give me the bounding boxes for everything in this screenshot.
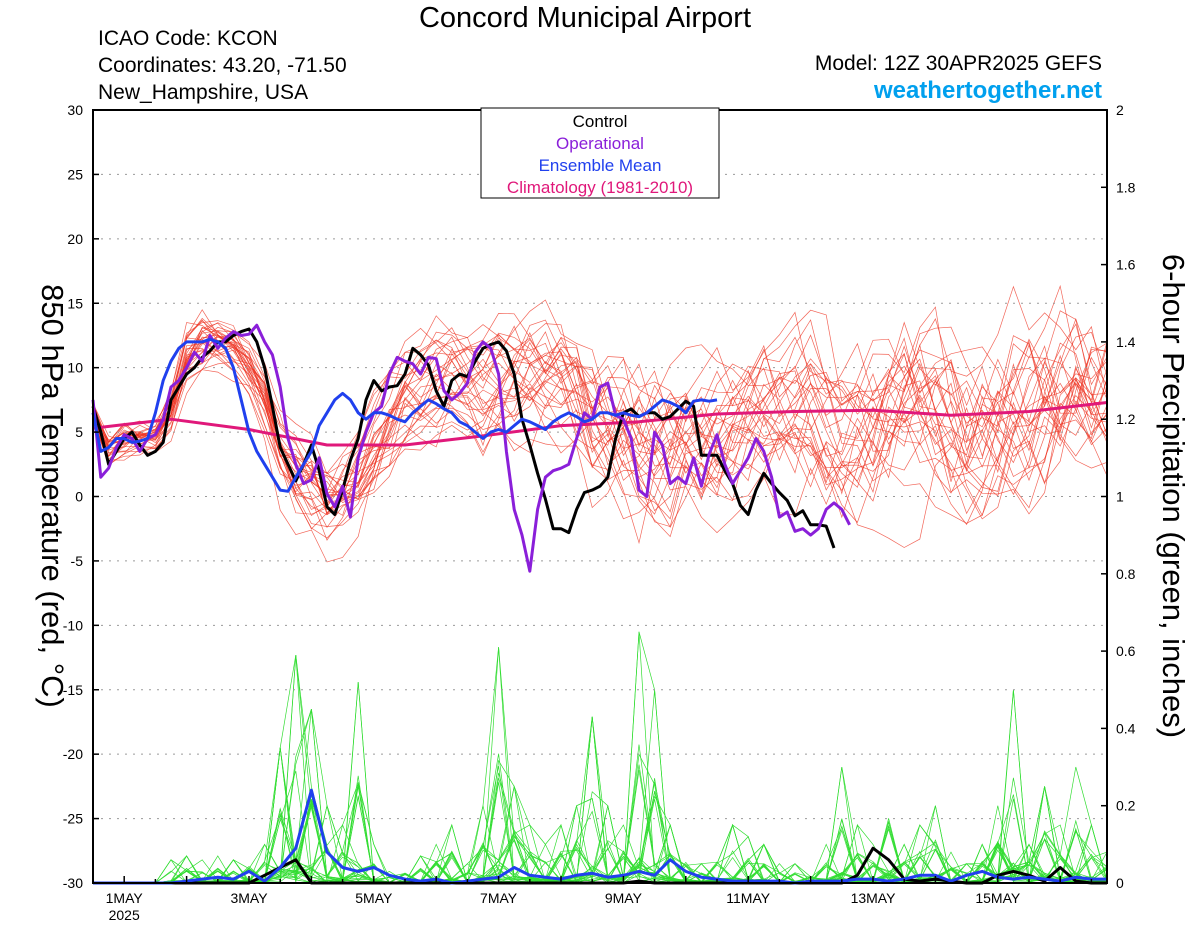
precipitation-member-line: [93, 654, 1108, 884]
legend-entry: Operational: [556, 134, 644, 153]
x-tick-label: 7MAY: [480, 890, 518, 906]
y-left-tick-label: 30: [67, 102, 83, 118]
y-right-tick-label: 1.2: [1116, 411, 1136, 427]
axes: -30-25-20-15-10-505101520253000.20.40.60…: [63, 102, 1136, 923]
y-right-tick-label: 0: [1116, 875, 1124, 891]
precipitation-member-line: [93, 747, 1107, 884]
temperature-member-line: [92, 320, 1108, 534]
legend-entry: Ensemble Mean: [539, 156, 662, 175]
temperature-member-line: [92, 284, 1108, 548]
precipitation-member-line: [93, 689, 1108, 884]
x-tick-label: 15MAY: [975, 890, 1021, 906]
y-left-tick-label: -30: [63, 875, 83, 891]
precipitation-member-line: [93, 689, 1107, 884]
chart-title: Concord Municipal Airport: [418, 2, 752, 34]
y-left-tick-label: 20: [67, 231, 83, 247]
y-right-tick-label: 0.8: [1116, 566, 1136, 582]
precipitation-member-line: [93, 647, 1108, 884]
temperature-member-line: [92, 311, 1108, 509]
x-tick-label: 1MAY: [106, 890, 144, 906]
y-right-tick-label: 1.6: [1116, 257, 1136, 273]
temperature-member-line: [92, 326, 1108, 528]
precipitation-member-line: [93, 716, 1108, 884]
y-left-tick-label: 15: [67, 295, 83, 311]
y-left-tick-label: 25: [67, 166, 83, 182]
y-right-tick-label: 0.6: [1116, 643, 1136, 659]
location: New_Hampshire, USA: [98, 81, 309, 104]
x-tick-label: 11MAY: [726, 890, 770, 906]
y-right-tick-label: 2: [1116, 102, 1124, 118]
legend-entry: Climatology (1981-2010): [507, 178, 693, 197]
temperature-member-line: [92, 330, 1108, 545]
model-run: Model: 12Z 30APR2025 GEFS: [814, 52, 1102, 75]
site-link[interactable]: weathertogether.net: [873, 77, 1102, 104]
temperature-member-line: [92, 340, 1108, 511]
precipitation-member-line: [93, 654, 1108, 884]
temperature-member-line: [92, 334, 1108, 512]
precipitation-member-line: [93, 689, 1108, 884]
x-tick-label: 5MAY: [355, 890, 393, 906]
y-left-tick-label: -10: [63, 617, 83, 633]
precipitation-line-ensemble-mean: [93, 788, 1107, 885]
y-right-tick-label: 1.4: [1116, 334, 1136, 350]
x-tick-sublabel: 2025: [109, 907, 140, 923]
x-tick-label: 9MAY: [605, 890, 643, 906]
temperature-member-line: [92, 313, 1108, 515]
y-left-tick-label: 10: [67, 360, 83, 376]
y-left-tick-label: 0: [75, 489, 83, 505]
y-left-tick-label: -5: [71, 553, 84, 569]
temperature-line-climatology-1981-2010-: [92, 401, 1108, 447]
temperature-line-ensemble-mean: [91, 337, 718, 493]
legend: Control Operational Ensemble Mean Climatolo…: [480, 107, 720, 199]
temperature-line-operational: [91, 323, 851, 573]
temperature-member-line: [92, 327, 1108, 520]
icao-code: ICAO Code: KCON: [98, 27, 278, 50]
y-axis-label-right: 6-hour Precipitation (green, inches): [1156, 254, 1191, 738]
precipitation-member-line: [93, 654, 1108, 884]
temperature-member-line: [92, 320, 1108, 541]
temperature-member-line: [92, 334, 1108, 515]
legend-box: [480, 107, 720, 199]
y-left-tick-label: -15: [63, 682, 83, 698]
grid: [93, 173, 1107, 820]
coordinates: Coordinates: 43.20, -71.50: [98, 54, 347, 77]
precipitation-member-line: [93, 747, 1108, 884]
precipitation-member-line: [93, 647, 1108, 884]
ensemble-members-layer: [92, 284, 1108, 884]
y-axis-label-left: 850 hPa Temperature (red, °C): [35, 284, 70, 708]
y-left-tick-label: -25: [63, 811, 83, 827]
x-tick-label: 3MAY: [230, 890, 268, 906]
y-right-tick-label: 0.4: [1116, 720, 1136, 736]
legend-entry: Control: [573, 112, 628, 131]
temperature-member-line: [92, 285, 1108, 520]
y-right-tick-label: 1: [1116, 489, 1124, 505]
y-left-tick-label: -20: [63, 746, 83, 762]
y-left-tick-label: 5: [75, 424, 83, 440]
x-tick-label: 13MAY: [851, 890, 897, 906]
y-right-tick-label: 1.8: [1116, 179, 1136, 195]
y-right-tick-label: 0.2: [1116, 798, 1136, 814]
